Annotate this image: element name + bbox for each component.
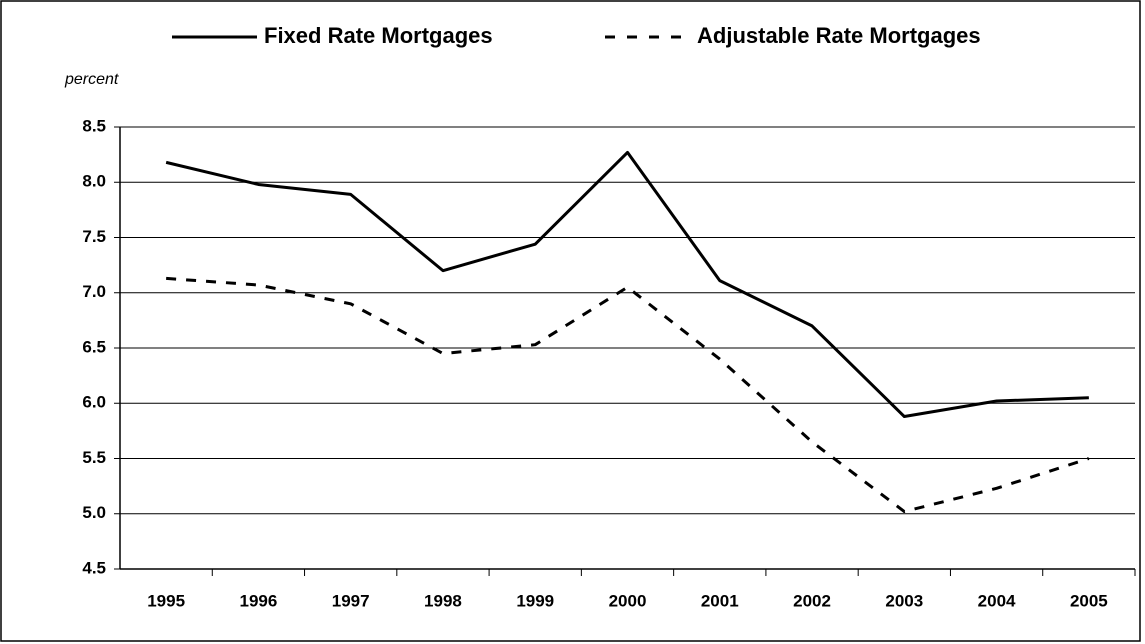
y-tick-label: 7.0 — [82, 282, 106, 301]
series-line — [165, 150, 1089, 419]
y-tick-label: 7.5 — [82, 227, 106, 246]
x-tick-label: 1996 — [239, 591, 277, 610]
y-axis-label: percent — [64, 71, 119, 88]
legend-label: Fixed Rate Mortgages — [264, 23, 493, 48]
series-line — [166, 276, 1090, 514]
y-tick-label: 8.5 — [82, 116, 106, 135]
x-tick-label: 2002 — [793, 591, 831, 610]
x-tick-label: 1999 — [516, 591, 554, 610]
x-tick-label: 2005 — [1070, 591, 1108, 610]
x-tick-label: 2001 — [701, 591, 739, 610]
y-tick-label: 6.5 — [82, 337, 106, 356]
y-tick-label: 8.0 — [82, 172, 106, 191]
y-tick-label: 4.5 — [82, 558, 106, 577]
x-tick-label: 2003 — [885, 591, 923, 610]
y-tick-label: 6.0 — [82, 393, 106, 412]
x-tick-label: 2004 — [978, 591, 1016, 610]
y-tick-label: 5.5 — [82, 448, 106, 467]
legend-label: Adjustable Rate Mortgages — [697, 23, 981, 48]
x-tick-label: 2000 — [609, 591, 647, 610]
y-tick-label: 5.0 — [82, 503, 106, 522]
x-tick-label: 1995 — [147, 591, 185, 610]
x-tick-label: 1997 — [332, 591, 370, 610]
x-tick-label: 1998 — [424, 591, 462, 610]
